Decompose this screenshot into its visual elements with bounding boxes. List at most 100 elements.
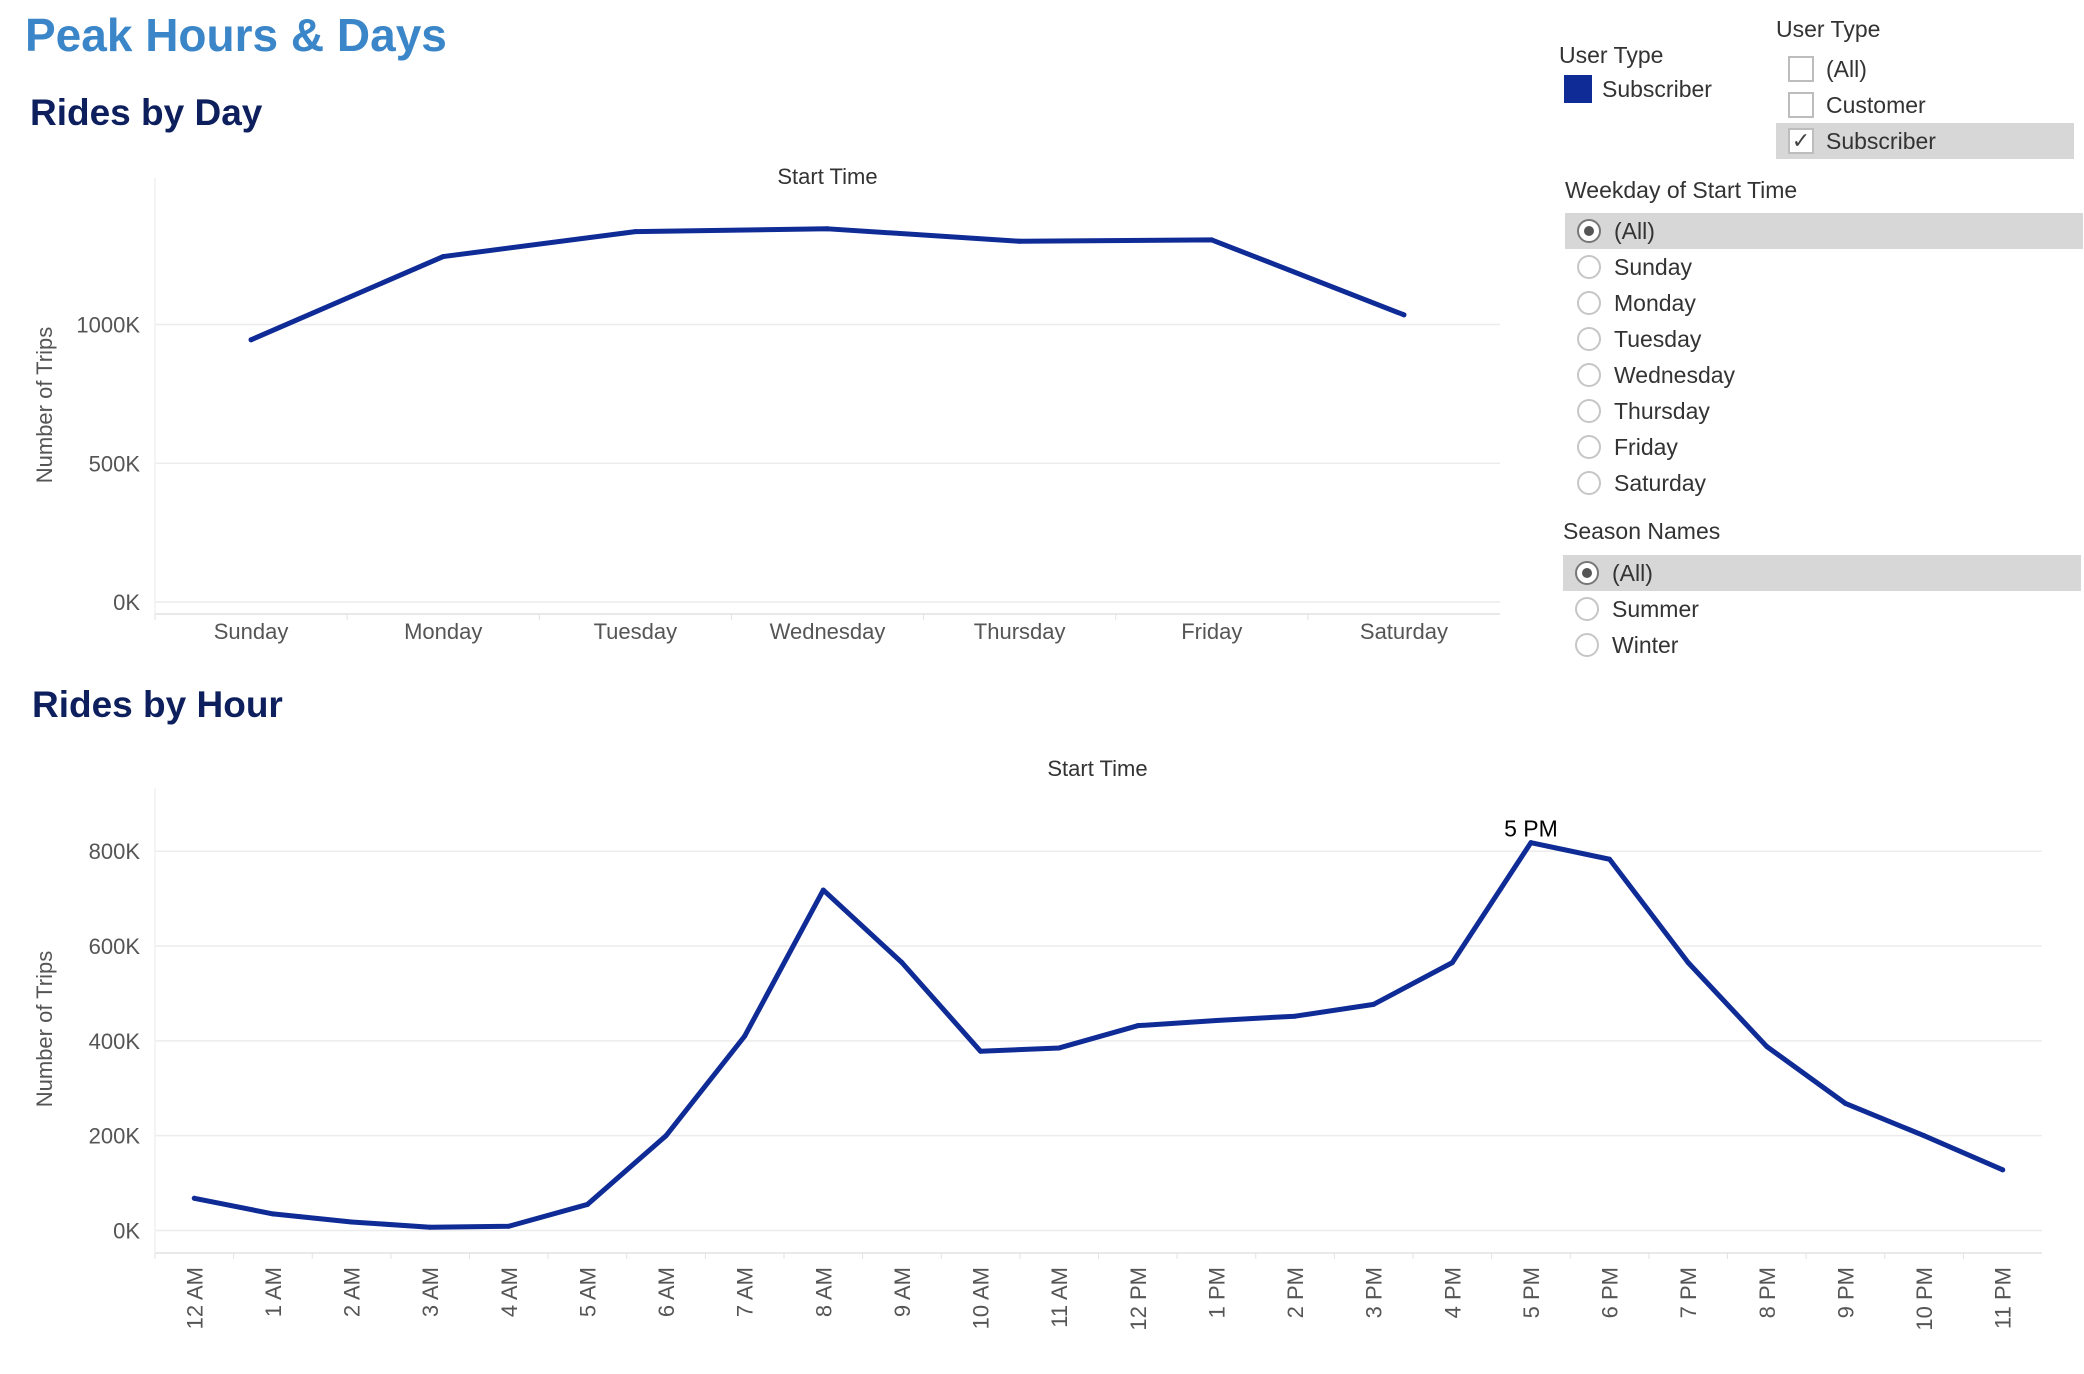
filter-option-season-all[interactable]: (All) bbox=[1563, 555, 2081, 591]
data-point bbox=[2000, 1167, 2006, 1173]
filter-option-weekday-sunday[interactable]: Sunday bbox=[1565, 249, 2083, 285]
filter-option-label: (All) bbox=[1612, 559, 1653, 586]
x-tick-label: 10 PM bbox=[1912, 1267, 1937, 1331]
data-point bbox=[1401, 312, 1407, 318]
x-tick-label: 11 AM bbox=[1047, 1267, 1072, 1328]
filter-option-weekday-thursday[interactable]: Thursday bbox=[1565, 393, 2083, 429]
filter-option-weekday-saturday[interactable]: Saturday bbox=[1565, 465, 2083, 501]
peak-annotation: 5 PM bbox=[1504, 816, 1558, 842]
filter-title-weekday: Weekday of Start Time bbox=[1565, 177, 1798, 203]
x-tick-label: 10 AM bbox=[969, 1267, 994, 1329]
radio-icon[interactable] bbox=[1577, 255, 1601, 279]
data-point bbox=[820, 887, 826, 893]
radio-icon[interactable] bbox=[1577, 471, 1601, 495]
data-point bbox=[1842, 1100, 1848, 1106]
radio-icon[interactable] bbox=[1577, 363, 1601, 387]
checkbox-icon[interactable] bbox=[1788, 56, 1814, 82]
x-tick-label: 12 AM bbox=[182, 1267, 207, 1329]
section-title-rides-by-day: Rides by Day bbox=[30, 92, 263, 133]
filter-option-user-type-customer[interactable]: Customer bbox=[1776, 87, 2074, 123]
x-tick-label: Saturday bbox=[1360, 619, 1448, 644]
data-point bbox=[1213, 1017, 1219, 1023]
data-point bbox=[742, 1033, 748, 1039]
section-title-rides-by-hour: Rides by Hour bbox=[32, 684, 283, 725]
filter-option-season-winter[interactable]: Winter bbox=[1563, 627, 2081, 663]
filter-option-label: Winter bbox=[1612, 631, 1679, 658]
filter-user-type: (All) Customer ✓ Subscriber bbox=[1776, 51, 2074, 159]
radio-icon[interactable] bbox=[1575, 597, 1599, 621]
data-point bbox=[1017, 238, 1023, 244]
legend-swatch bbox=[1564, 75, 1592, 103]
data-point bbox=[248, 337, 254, 343]
radio-icon[interactable] bbox=[1577, 435, 1601, 459]
data-point bbox=[584, 1201, 590, 1207]
filter-option-weekday-friday[interactable]: Friday bbox=[1565, 429, 2083, 465]
filter-option-label: Summer bbox=[1612, 595, 1699, 622]
data-point bbox=[1607, 856, 1613, 862]
filter-option-label: Thursday bbox=[1614, 397, 1710, 424]
y-tick-label: 600K bbox=[89, 934, 141, 959]
radio-icon[interactable] bbox=[1577, 291, 1601, 315]
data-point bbox=[825, 226, 830, 232]
radio-selected-icon[interactable] bbox=[1575, 561, 1599, 585]
x-tick-label: Friday bbox=[1181, 619, 1242, 644]
x-tick-label: 6 PM bbox=[1598, 1267, 1623, 1318]
filter-option-label: Subscriber bbox=[1826, 127, 1936, 154]
filter-title-season: Season Names bbox=[1563, 518, 1721, 544]
x-tick-label: 5 PM bbox=[1519, 1267, 1544, 1318]
legend-item-label: Subscriber bbox=[1602, 75, 1712, 102]
data-point bbox=[1528, 840, 1534, 846]
filter-option-weekday-monday[interactable]: Monday bbox=[1565, 285, 2083, 321]
data-point bbox=[427, 1224, 433, 1230]
data-point bbox=[191, 1195, 197, 1201]
filter-option-user-type-all[interactable]: (All) bbox=[1776, 51, 2074, 87]
filter-option-label: (All) bbox=[1826, 55, 1867, 82]
x-tick-label: 8 AM bbox=[811, 1267, 836, 1317]
filter-option-weekday-tuesday[interactable]: Tuesday bbox=[1565, 321, 2083, 357]
x-tick-label: 8 PM bbox=[1755, 1267, 1780, 1318]
radio-selected-icon[interactable] bbox=[1577, 219, 1601, 243]
x-tick-label: 9 PM bbox=[1833, 1267, 1858, 1318]
data-point bbox=[1764, 1044, 1770, 1050]
radio-icon[interactable] bbox=[1575, 633, 1599, 657]
y-axis-title: Number of Trips bbox=[32, 327, 57, 484]
filter-option-season-summer[interactable]: Summer bbox=[1563, 591, 2081, 627]
filter-option-weekday-wednesday[interactable]: Wednesday bbox=[1565, 357, 2083, 393]
radio-icon[interactable] bbox=[1577, 327, 1601, 351]
y-tick-label: 200K bbox=[89, 1124, 141, 1149]
data-point bbox=[663, 1133, 669, 1139]
filter-option-label: Friday bbox=[1614, 433, 1678, 460]
data-point bbox=[1371, 1001, 1377, 1007]
x-tick-label: 1 PM bbox=[1204, 1267, 1229, 1318]
x-tick-label: 3 PM bbox=[1362, 1267, 1387, 1318]
rides-by-day-chart: 0K 500K 1000K Start Time Number of Trips Sund… bbox=[32, 164, 1500, 644]
filter-option-label: Tuesday bbox=[1614, 325, 1702, 352]
x-tick-label: 6 AM bbox=[654, 1267, 679, 1317]
filter-option-weekday-all[interactable]: (All) bbox=[1565, 213, 2083, 249]
x-tick-label: 4 AM bbox=[497, 1267, 522, 1317]
x-tick-label: 2 PM bbox=[1283, 1267, 1308, 1318]
checkbox-checked-icon[interactable]: ✓ bbox=[1788, 128, 1814, 154]
x-tick-label: Thursday bbox=[974, 619, 1066, 644]
data-point bbox=[1209, 237, 1215, 243]
y-tick-label: 400K bbox=[89, 1029, 141, 1054]
checkbox-icon[interactable] bbox=[1788, 92, 1814, 118]
filter-option-label: Saturday bbox=[1614, 469, 1707, 496]
data-point bbox=[1135, 1023, 1141, 1029]
data-point bbox=[440, 254, 446, 260]
x-tick-label: Wednesday bbox=[770, 619, 886, 644]
x-header-label: Start Time bbox=[1047, 756, 1147, 781]
radio-icon[interactable] bbox=[1577, 399, 1601, 423]
data-point bbox=[1685, 960, 1691, 966]
x-tick-label: 2 AM bbox=[340, 1267, 365, 1317]
filter-option-label: Sunday bbox=[1614, 253, 1693, 280]
data-point bbox=[899, 960, 905, 966]
legend-item-subscriber: Subscriber bbox=[1564, 75, 1712, 103]
x-header-label: Start Time bbox=[777, 164, 877, 189]
page-title: Peak Hours & Days bbox=[25, 9, 447, 61]
legend-title: User Type bbox=[1559, 42, 1664, 68]
filter-option-user-type-subscriber[interactable]: ✓ Subscriber bbox=[1776, 123, 2074, 159]
x-tick-label: 4 PM bbox=[1440, 1267, 1465, 1318]
filter-title-user-type: User Type bbox=[1776, 16, 1881, 42]
